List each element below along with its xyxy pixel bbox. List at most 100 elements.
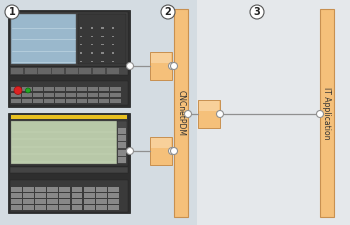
Circle shape xyxy=(170,148,177,155)
Bar xyxy=(60,205,70,210)
Bar xyxy=(91,52,93,54)
Bar xyxy=(84,205,94,210)
Bar xyxy=(151,53,171,63)
Bar xyxy=(33,99,43,103)
Bar xyxy=(35,187,46,192)
Bar xyxy=(22,93,32,97)
Bar xyxy=(11,199,22,204)
Bar xyxy=(88,99,98,103)
Circle shape xyxy=(217,110,224,117)
Circle shape xyxy=(14,86,22,94)
Bar xyxy=(151,137,171,148)
Bar xyxy=(10,67,128,75)
Bar xyxy=(10,180,128,212)
Bar xyxy=(11,68,23,74)
Bar xyxy=(77,99,88,103)
Bar xyxy=(80,36,82,37)
Bar xyxy=(35,205,46,210)
Bar xyxy=(91,36,93,37)
Bar xyxy=(91,27,93,29)
Bar xyxy=(79,68,91,74)
Bar xyxy=(47,199,58,204)
Bar xyxy=(117,121,127,164)
Bar xyxy=(22,99,32,103)
Bar xyxy=(88,93,98,97)
Bar xyxy=(174,9,188,217)
Bar xyxy=(33,87,43,91)
Bar xyxy=(108,199,119,204)
Circle shape xyxy=(168,63,175,70)
Bar xyxy=(96,193,107,198)
Bar xyxy=(44,99,54,103)
Bar xyxy=(99,99,110,103)
Bar xyxy=(22,87,32,91)
Bar xyxy=(60,193,70,198)
Bar xyxy=(84,199,94,204)
Circle shape xyxy=(170,63,177,70)
Bar xyxy=(101,36,104,37)
Bar xyxy=(96,199,107,204)
Bar xyxy=(111,93,120,97)
Bar xyxy=(77,87,88,91)
Bar xyxy=(101,52,104,54)
Bar xyxy=(197,0,350,225)
Bar xyxy=(96,205,107,210)
Bar xyxy=(60,199,70,204)
Bar xyxy=(47,193,58,198)
Bar xyxy=(80,44,82,45)
Bar xyxy=(60,187,70,192)
Bar xyxy=(47,187,58,192)
Bar xyxy=(44,87,54,91)
Bar xyxy=(77,93,88,97)
Bar xyxy=(11,193,22,198)
Bar xyxy=(44,93,54,97)
Bar xyxy=(150,52,172,80)
Circle shape xyxy=(184,110,191,117)
Text: CNCnetPDM: CNCnetPDM xyxy=(176,90,186,136)
Bar xyxy=(150,137,172,165)
Bar xyxy=(23,205,34,210)
Bar xyxy=(108,205,119,210)
Bar xyxy=(11,14,76,64)
Bar xyxy=(320,9,334,217)
Circle shape xyxy=(316,110,323,117)
Text: 3: 3 xyxy=(254,7,260,17)
Bar xyxy=(112,61,114,62)
Circle shape xyxy=(5,5,19,19)
Bar xyxy=(8,10,130,107)
Bar xyxy=(11,121,127,164)
Bar xyxy=(118,150,126,156)
Bar xyxy=(118,128,126,134)
Bar xyxy=(8,113,130,213)
Bar xyxy=(23,193,34,198)
Bar xyxy=(84,187,94,192)
Bar xyxy=(11,93,21,97)
Bar xyxy=(10,81,128,105)
Bar xyxy=(52,68,64,74)
Text: 1: 1 xyxy=(9,7,15,17)
Bar xyxy=(71,205,83,210)
Circle shape xyxy=(26,88,30,93)
Bar xyxy=(118,142,126,148)
Bar xyxy=(80,52,82,54)
Bar xyxy=(10,167,128,173)
Bar xyxy=(71,199,83,204)
Bar xyxy=(11,99,21,103)
Bar xyxy=(101,27,104,29)
Bar xyxy=(66,93,76,97)
Bar xyxy=(55,87,65,91)
Bar xyxy=(101,44,104,45)
Bar xyxy=(93,68,105,74)
Bar xyxy=(25,68,37,74)
Bar xyxy=(33,93,43,97)
Bar xyxy=(35,193,46,198)
Bar xyxy=(108,187,119,192)
Bar xyxy=(65,68,78,74)
Bar xyxy=(55,93,65,97)
Bar xyxy=(91,61,93,62)
Bar xyxy=(106,68,119,74)
Bar xyxy=(112,44,114,45)
Bar xyxy=(80,61,82,62)
Bar xyxy=(23,199,34,204)
Bar xyxy=(71,193,83,198)
